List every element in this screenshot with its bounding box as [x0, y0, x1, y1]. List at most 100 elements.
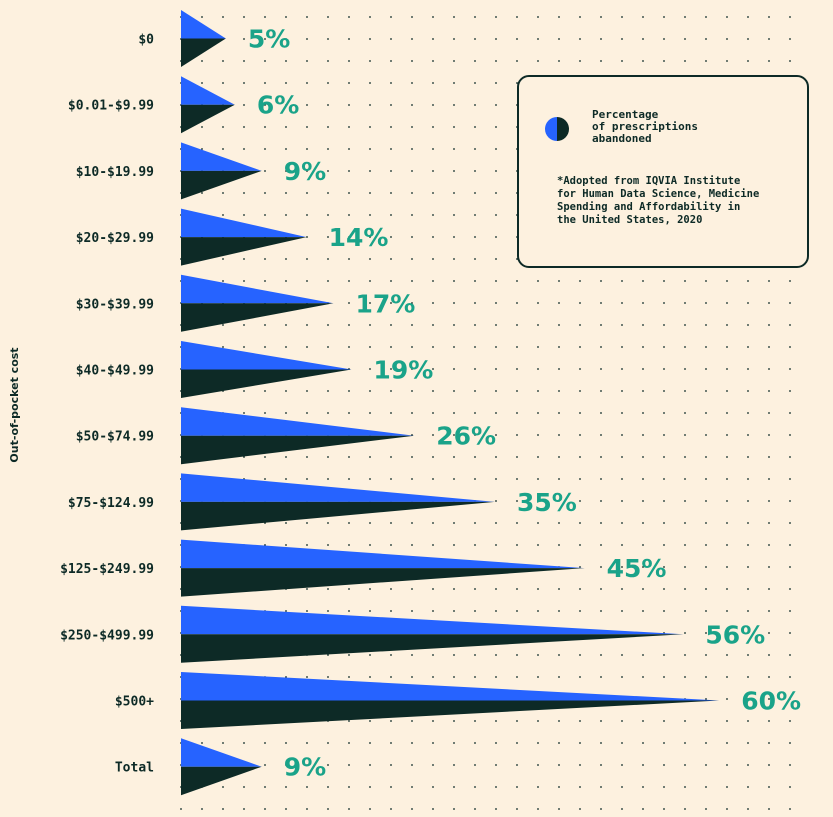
- grid-dot: [432, 720, 434, 722]
- grid-dot: [789, 544, 791, 546]
- grid-dot: [726, 764, 728, 766]
- grid-dot: [705, 324, 707, 326]
- grid-dot: [726, 456, 728, 458]
- grid-dot: [327, 588, 329, 590]
- grid-dot: [684, 38, 686, 40]
- half-circle-icon: [545, 117, 569, 141]
- grid-dot: [411, 346, 413, 348]
- grid-dot: [453, 720, 455, 722]
- grid-dot: [684, 654, 686, 656]
- grid-dot: [453, 786, 455, 788]
- grid-dot: [432, 324, 434, 326]
- grid-dot: [453, 610, 455, 612]
- grid-dot: [453, 60, 455, 62]
- grid-dot: [789, 434, 791, 436]
- grid-dot: [516, 808, 518, 810]
- grid-dot: [789, 632, 791, 634]
- grid-dot: [789, 566, 791, 568]
- grid-dot: [306, 522, 308, 524]
- grid-dot: [642, 60, 644, 62]
- grid-dot: [705, 478, 707, 480]
- grid-dot: [747, 456, 749, 458]
- grid-dot: [411, 170, 413, 172]
- grid-dot: [600, 808, 602, 810]
- grid-dot: [537, 346, 539, 348]
- grid-dot: [621, 720, 623, 722]
- grid-dot: [726, 280, 728, 282]
- grid-dot: [327, 478, 329, 480]
- grid-dot: [705, 676, 707, 678]
- grid-dot: [726, 720, 728, 722]
- grid-dot: [600, 610, 602, 612]
- grid-dot: [747, 434, 749, 436]
- grid-dot: [285, 742, 287, 744]
- grid-dot: [495, 170, 497, 172]
- grid-dot: [432, 456, 434, 458]
- grid-dot: [495, 82, 497, 84]
- grid-dot: [390, 786, 392, 788]
- grid-dot: [663, 60, 665, 62]
- grid-dot: [705, 654, 707, 656]
- grid-dot: [726, 302, 728, 304]
- grid-dot: [726, 390, 728, 392]
- grid-dot: [621, 588, 623, 590]
- category-label: $0: [138, 33, 154, 48]
- category-label: $30-$39.99: [76, 297, 154, 312]
- grid-dot: [579, 346, 581, 348]
- grid-dot: [411, 192, 413, 194]
- grid-dot: [327, 808, 329, 810]
- grid-dot: [285, 478, 287, 480]
- grid-dot: [369, 16, 371, 18]
- grid-dot: [411, 258, 413, 260]
- grid-dot: [684, 324, 686, 326]
- grid-dot: [537, 588, 539, 590]
- grid-dot: [747, 38, 749, 40]
- grid-dot: [453, 104, 455, 106]
- grid-dot: [600, 434, 602, 436]
- grid-dot: [306, 280, 308, 282]
- grid-dot: [558, 720, 560, 722]
- grid-dot: [495, 324, 497, 326]
- grid-dot: [369, 742, 371, 744]
- grid-dot: [768, 522, 770, 524]
- grid-dot: [495, 302, 497, 304]
- grid-dot: [285, 148, 287, 150]
- grid-dot: [348, 654, 350, 656]
- grid-dot: [432, 654, 434, 656]
- grid-dot: [684, 786, 686, 788]
- grid-dot: [516, 368, 518, 370]
- grid-dot: [222, 346, 224, 348]
- grid-dot: [663, 390, 665, 392]
- grid-dot: [600, 390, 602, 392]
- grid-dot: [327, 258, 329, 260]
- grid-dot: [474, 456, 476, 458]
- grid-dot: [285, 808, 287, 810]
- grid-dot: [579, 368, 581, 370]
- grid-dot: [495, 654, 497, 656]
- grid-dot: [474, 170, 476, 172]
- grid-dot: [390, 346, 392, 348]
- grid-dot: [642, 610, 644, 612]
- grid-dot: [474, 478, 476, 480]
- grid-dot: [558, 368, 560, 370]
- grid-dot: [285, 412, 287, 414]
- grid-dot: [516, 588, 518, 590]
- grid-dot: [726, 544, 728, 546]
- grid-dot: [306, 588, 308, 590]
- grid-dot: [768, 434, 770, 436]
- grid-dot: [390, 720, 392, 722]
- grid-dot: [390, 104, 392, 106]
- grid-dot: [369, 786, 371, 788]
- grid-dot: [495, 786, 497, 788]
- grid-dot: [705, 280, 707, 282]
- grid-dot: [579, 500, 581, 502]
- grid-dot: [348, 126, 350, 128]
- grid-dot: [348, 764, 350, 766]
- grid-dot: [516, 742, 518, 744]
- grid-dot: [768, 544, 770, 546]
- grid-dot: [390, 588, 392, 590]
- grid-dot: [411, 654, 413, 656]
- grid-dot: [411, 742, 413, 744]
- grid-dot: [474, 148, 476, 150]
- grid-dot: [537, 676, 539, 678]
